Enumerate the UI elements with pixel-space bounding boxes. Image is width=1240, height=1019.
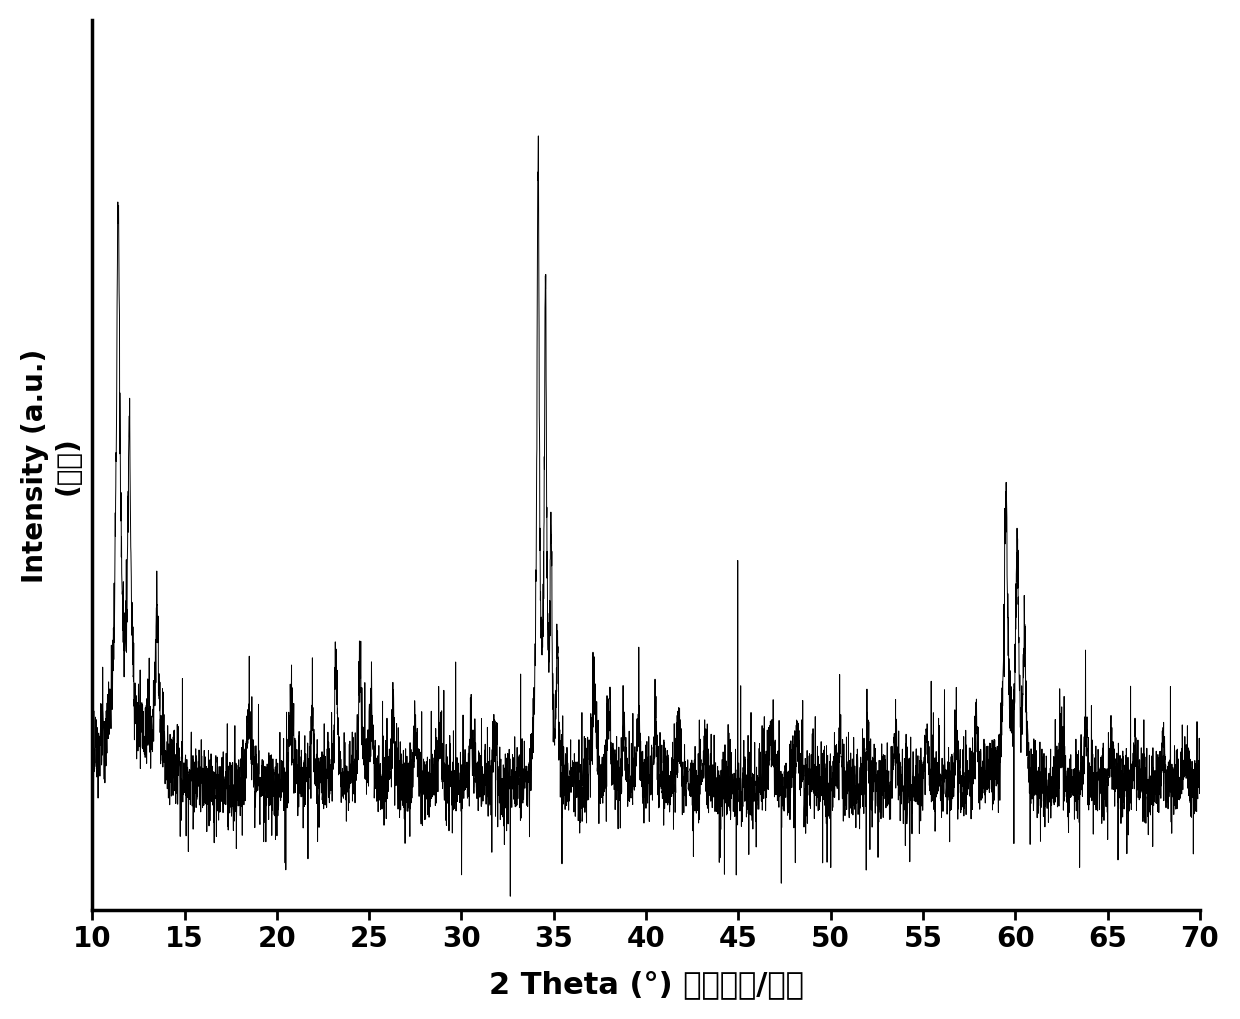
X-axis label: 2 Theta (°) （衍射角/度）: 2 Theta (°) （衍射角/度） <box>489 969 804 999</box>
Y-axis label: Intensity (a.u.)
(强度): Intensity (a.u.) (强度) <box>21 348 82 583</box>
